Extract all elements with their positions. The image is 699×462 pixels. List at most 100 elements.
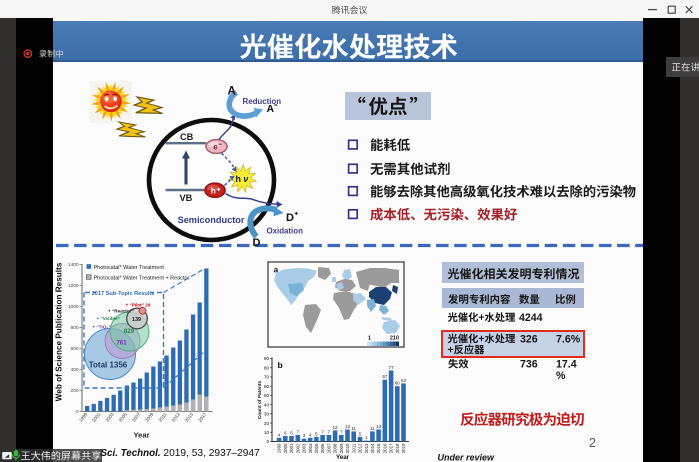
svg-text:+ “Pilot” 29: + “Pilot” 29 (126, 302, 151, 307)
svg-text:b: b (278, 360, 283, 370)
svg-text:40: 40 (264, 402, 270, 408)
svg-text:2013: 2013 (364, 443, 369, 453)
svg-text:1: 1 (365, 435, 368, 440)
svg-text:829: 829 (124, 328, 135, 335)
svg-text:2017: 2017 (389, 443, 394, 453)
svg-text:2017: 2017 (197, 411, 208, 422)
svg-text:2001: 2001 (91, 411, 102, 422)
svg-text:11: 11 (351, 426, 356, 431)
svg-text:2002: 2002 (295, 443, 300, 453)
svg-text:2005: 2005 (118, 411, 129, 422)
svg-text:h ν: h ν (236, 174, 249, 184)
svg-text:2006: 2006 (320, 443, 325, 453)
svg-text:2: 2 (589, 436, 596, 450)
svg-text:2010: 2010 (345, 443, 350, 453)
svg-text:30: 30 (264, 412, 270, 418)
svg-text:%: % (556, 370, 566, 382)
svg-text:2015: 2015 (376, 443, 381, 453)
svg-text:+ “TiO₂”: + “TiO₂” (93, 324, 111, 329)
svg-text:0: 0 (76, 409, 79, 415)
svg-text:90: 90 (264, 356, 270, 362)
svg-text:Count of Patents: Count of Patents (257, 380, 263, 419)
svg-text:2016: 2016 (382, 443, 387, 453)
svg-text:400: 400 (70, 367, 78, 373)
svg-text:7.6%: 7.6% (556, 333, 581, 345)
svg-text:4244: 4244 (519, 312, 543, 324)
svg-text:12: 12 (333, 425, 338, 430)
svg-text:1999: 1999 (277, 443, 282, 453)
svg-text:800: 800 (70, 325, 78, 331)
svg-text:A: A (267, 103, 275, 115)
svg-text:Oxidation: Oxidation (267, 226, 304, 235)
svg-text:50: 50 (264, 393, 270, 399)
svg-text:a: a (274, 265, 279, 275)
svg-text:2019: 2019 (401, 443, 406, 453)
svg-text:Year: Year (336, 454, 350, 461)
svg-text:2007: 2007 (327, 443, 332, 453)
svg-text:5: 5 (359, 431, 362, 436)
svg-text:2003: 2003 (105, 411, 116, 422)
svg-text:VB: VB (180, 193, 193, 203)
svg-text:67: 67 (382, 374, 387, 379)
svg-text:63: 63 (401, 378, 406, 383)
svg-text:Photocatal* Water Treatment +: Photocatal* Water Treatment + Reactor (94, 275, 190, 281)
svg-text:0: 0 (267, 439, 270, 445)
svg-text:60: 60 (395, 381, 400, 386)
svg-text:1000: 1000 (68, 304, 79, 310)
svg-text:2004: 2004 (308, 443, 313, 453)
svg-text:2005: 2005 (314, 443, 319, 453)
svg-text:Photocatal* Water Treatment: Photocatal* Water Treatment (94, 265, 165, 271)
svg-text:13: 13 (376, 424, 381, 429)
svg-text:210: 210 (390, 336, 399, 342)
svg-text:2003: 2003 (302, 443, 307, 453)
svg-text:CB: CB (180, 132, 194, 142)
svg-text:6: 6 (290, 431, 293, 436)
svg-text:2017 Sub-Topic Results: 2017 Sub-Topic Results (92, 291, 155, 297)
svg-text:D: D (253, 237, 261, 249)
svg-text:3: 3 (303, 433, 306, 438)
svg-text:761: 761 (116, 340, 127, 347)
svg-text:Semiconductor: Semiconductor (178, 215, 245, 225)
svg-text:600: 600 (70, 346, 78, 352)
svg-text:+ “Visible”: + “Visible” (97, 316, 120, 321)
svg-text:2013: 2013 (171, 411, 182, 422)
svg-text:Year: Year (134, 431, 150, 440)
svg-text:Reduction: Reduction (243, 97, 282, 106)
svg-text:326: 326 (520, 333, 538, 345)
svg-text:7: 7 (321, 430, 324, 435)
svg-text:2000: 2000 (283, 443, 288, 453)
svg-text:h: h (211, 187, 216, 196)
svg-text:5: 5 (315, 431, 318, 436)
svg-text:80: 80 (264, 365, 270, 371)
svg-text:2001: 2001 (289, 443, 294, 453)
svg-text:4: 4 (309, 432, 312, 437)
svg-text:Under review: Under review (438, 452, 496, 462)
svg-text:10: 10 (264, 430, 270, 436)
svg-text:60: 60 (264, 384, 270, 390)
svg-text:7: 7 (340, 430, 343, 435)
svg-text:2011: 2011 (351, 443, 356, 453)
svg-text:13: 13 (345, 424, 350, 429)
svg-text:2011: 2011 (158, 411, 168, 422)
svg-text:11: 11 (370, 426, 375, 431)
svg-text:4: 4 (278, 432, 281, 437)
svg-text:2012: 2012 (358, 443, 363, 453)
svg-text:D: D (286, 212, 294, 224)
svg-text:7: 7 (328, 430, 331, 435)
svg-text:6: 6 (284, 431, 287, 436)
svg-text:1: 1 (368, 336, 371, 342)
svg-text:2009: 2009 (339, 443, 344, 453)
svg-text:7: 7 (297, 430, 300, 435)
svg-text:2018: 2018 (395, 443, 400, 453)
svg-text:2014: 2014 (370, 443, 375, 453)
svg-text:2009: 2009 (144, 411, 155, 422)
svg-text:Total 1356: Total 1356 (89, 361, 128, 370)
svg-text:1999: 1999 (78, 411, 89, 422)
svg-text:17.4: 17.4 (556, 359, 577, 371)
svg-text:20: 20 (264, 421, 270, 427)
svg-text:77: 77 (389, 365, 394, 370)
svg-text:1200: 1200 (68, 283, 79, 289)
svg-text:2008: 2008 (333, 443, 338, 453)
svg-text:1400: 1400 (68, 262, 79, 268)
svg-text:e: e (213, 143, 218, 152)
